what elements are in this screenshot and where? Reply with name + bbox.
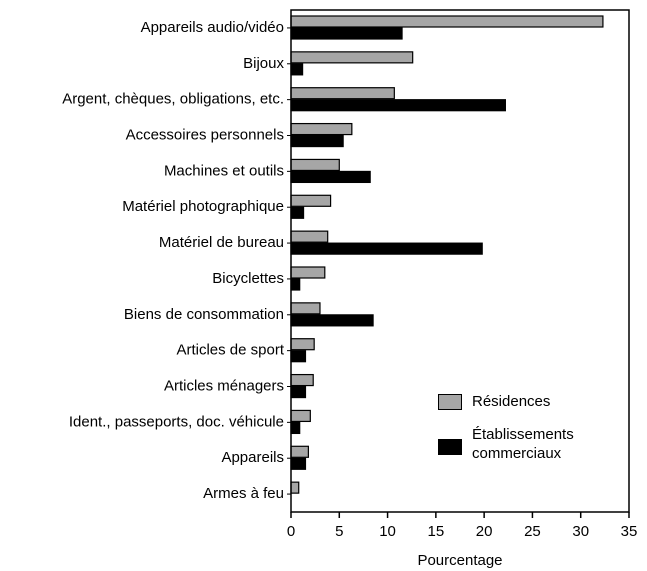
x-tick-label: 10 (379, 523, 396, 540)
bar (290, 242, 483, 255)
y-tick-label: Bicyclettes (212, 270, 284, 287)
bar (290, 409, 311, 423)
bar (290, 158, 340, 172)
bar (290, 15, 604, 28)
bar (290, 314, 374, 327)
y-tick-label: Appareils audio/vidéo (141, 19, 284, 36)
y-tick-label: Articles de sport (176, 342, 284, 359)
y-tick-label: Matériel photographique (122, 198, 284, 215)
x-tick-label: 25 (524, 523, 541, 540)
bar (290, 421, 301, 435)
y-tick-label: Biens de consommation (124, 306, 284, 323)
legend-item: Établissements commerciaux (438, 425, 602, 463)
bar (290, 194, 332, 207)
bar (290, 99, 506, 112)
y-tick-label: Articles ménagers (164, 377, 284, 394)
x-tick-label: 15 (428, 523, 445, 540)
bar (290, 385, 307, 399)
x-tick-label: 35 (621, 523, 638, 540)
y-tick-label: Ident., passeports, doc. véhicule (69, 413, 284, 430)
bar (290, 51, 414, 64)
bar (290, 350, 307, 363)
bar (290, 373, 314, 387)
legend-item: Résidences (438, 392, 550, 411)
bar (290, 230, 329, 243)
legend-swatch (438, 394, 462, 410)
bar (290, 338, 315, 351)
bar (290, 63, 304, 76)
legend-label: Résidences (472, 393, 551, 410)
bar (290, 122, 353, 136)
x-tick-label: 5 (335, 523, 343, 540)
x-tick-label: 30 (572, 523, 589, 540)
bar (290, 27, 403, 40)
plot-frame (290, 9, 630, 513)
bar (290, 445, 309, 458)
x-tick-label: 20 (476, 523, 493, 540)
y-tick-label: Armes à feu (203, 485, 284, 502)
bar (290, 170, 371, 184)
y-tick-label: Argent, chèques, obligations, etc. (62, 91, 284, 108)
x-axis-label: Pourcentage (417, 552, 502, 569)
y-tick-label: Machines et outils (164, 162, 284, 179)
legend-label: Établissements commerciaux (472, 426, 574, 462)
bar (290, 206, 305, 219)
y-tick-label: Matériel de bureau (159, 234, 284, 251)
bar (290, 266, 326, 279)
bar (290, 278, 301, 291)
bar (290, 457, 307, 470)
y-tick-label: Accessoires personnels (126, 126, 284, 143)
bar (290, 87, 395, 100)
x-tick-label: 0 (287, 523, 295, 540)
y-tick-label: Appareils (221, 449, 284, 466)
bar (290, 134, 344, 148)
bar (290, 481, 300, 494)
bar (290, 302, 321, 315)
y-tick-label: Bijoux (243, 55, 284, 72)
legend-swatch (438, 439, 462, 455)
